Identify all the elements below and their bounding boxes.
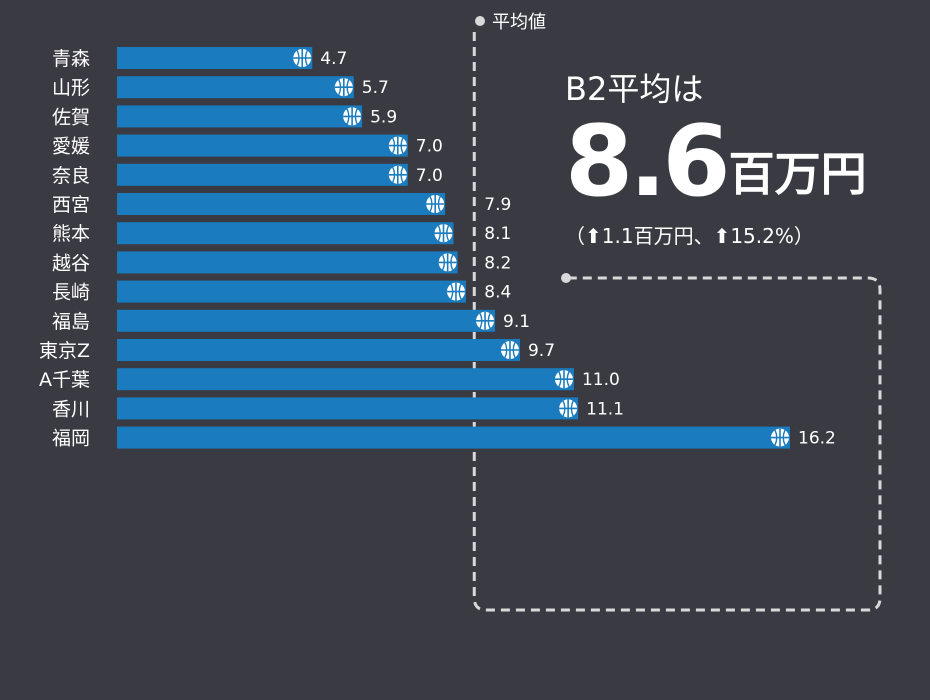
bar xyxy=(117,163,408,186)
basketball-icon xyxy=(388,165,407,184)
value-label: 9.7 xyxy=(528,341,555,361)
callout-change: （⬆1.1百万円、⬆15.2%） xyxy=(565,224,814,248)
category-label: 西宮 xyxy=(52,194,90,216)
basketball-icon xyxy=(343,107,362,126)
average-callout-frame xyxy=(472,32,882,612)
category-label: 福島 xyxy=(52,311,90,333)
category-label: 佐賀 xyxy=(52,106,90,128)
basketball-icon xyxy=(426,195,445,213)
bar xyxy=(117,280,466,303)
basketball-icon xyxy=(293,49,312,67)
basketball-icon xyxy=(500,341,519,359)
average-callout: B2平均は 8.6 百万円 （⬆1.1百万円、⬆15.2%） xyxy=(565,70,885,249)
bar xyxy=(117,339,520,361)
basketball-icon xyxy=(446,282,465,301)
bar xyxy=(117,134,408,157)
bar xyxy=(117,105,363,128)
category-label: A千葉 xyxy=(39,369,90,391)
value-label: 11.0 xyxy=(582,370,620,390)
category-label: 長崎 xyxy=(52,282,90,304)
value-label: 8.1 xyxy=(484,224,511,244)
bar xyxy=(117,368,574,391)
value-label: 4.7 xyxy=(320,49,347,69)
callout-title: B2平均は xyxy=(565,70,704,108)
callout-unit: 百万円 xyxy=(728,147,867,201)
basketball-icon xyxy=(771,428,789,447)
basketball-icon xyxy=(388,136,407,155)
bar xyxy=(117,251,458,274)
value-label: 9.1 xyxy=(503,312,530,332)
category-label: 熊本 xyxy=(52,223,90,245)
bar xyxy=(117,193,446,215)
value-label: 8.2 xyxy=(484,253,511,273)
basketball-icon xyxy=(438,253,457,272)
bar xyxy=(117,397,579,420)
average-marker-dot xyxy=(475,16,485,26)
bar xyxy=(117,309,496,332)
category-label: 東京Z xyxy=(39,340,90,362)
category-label: 奈良 xyxy=(52,165,90,187)
value-label: 7.0 xyxy=(416,166,443,186)
value-label: 7.9 xyxy=(484,195,511,215)
bars xyxy=(117,47,790,449)
category-label: 山形 xyxy=(52,77,90,99)
value-label: 5.7 xyxy=(362,78,389,98)
basketball-icon xyxy=(434,224,453,243)
bar xyxy=(117,47,313,69)
bar xyxy=(117,222,454,245)
value-label: 16.2 xyxy=(798,429,836,449)
bar xyxy=(117,76,354,99)
labels: 青森 4.7 山形 5.7 佐賀 5.9 愛媛 7.0 奈良 7.0 西宮 7.9 熊本 8.1 越谷 8.2… xyxy=(39,48,836,450)
average-reference-line xyxy=(472,32,882,612)
basketball-icon xyxy=(476,311,495,330)
callout-connector-dot xyxy=(561,273,571,283)
value-label: 11.1 xyxy=(586,399,624,419)
value-label: 5.9 xyxy=(370,107,397,127)
category-label: 香川 xyxy=(52,398,90,420)
category-label: 福岡 xyxy=(52,428,90,450)
callout-big-number: 8.6 xyxy=(565,105,731,219)
value-label: 8.4 xyxy=(484,283,511,303)
value-label: 7.0 xyxy=(416,137,443,157)
callout-value-row: 8.6 百万円 xyxy=(565,112,885,212)
average-line-label: 平均値 xyxy=(492,12,546,33)
bar xyxy=(117,426,790,449)
basketball-icon xyxy=(334,78,353,97)
category-label: 愛媛 xyxy=(52,136,90,158)
category-label: 越谷 xyxy=(52,252,90,274)
basketball-icon xyxy=(559,399,578,418)
basketball-icon xyxy=(554,370,573,389)
category-label: 青森 xyxy=(52,48,90,70)
